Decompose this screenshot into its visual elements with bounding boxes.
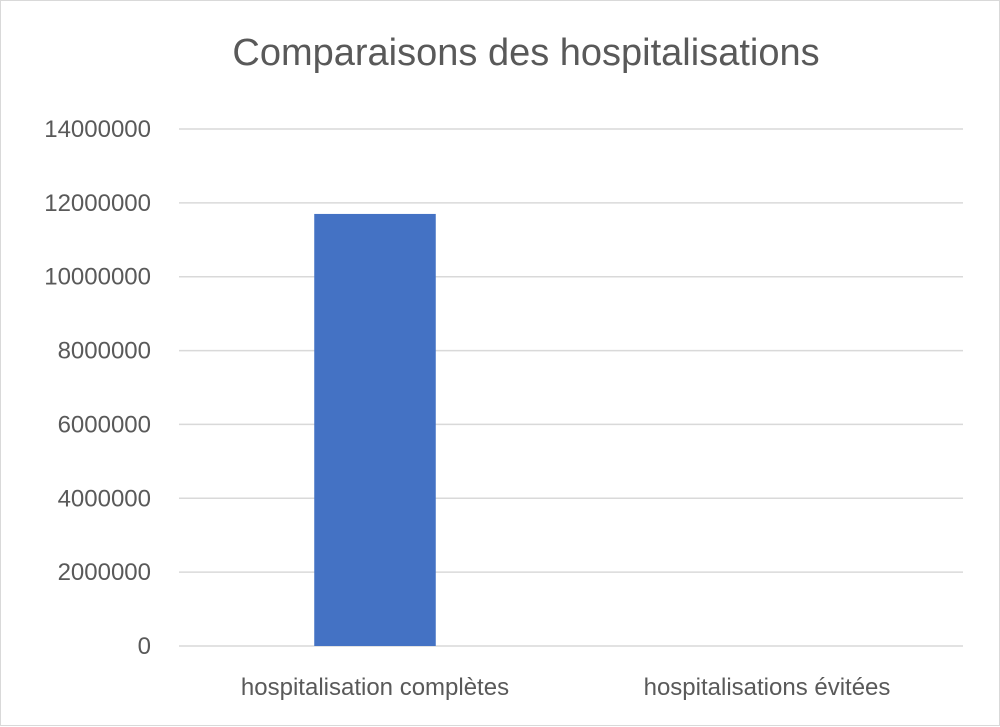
x-axis-categories: hospitalisation complètes hospitalisation…	[241, 674, 890, 701]
y-tick-label: 2000000	[58, 559, 151, 586]
y-tick-label: 4000000	[58, 485, 151, 512]
gridlines	[179, 128, 963, 647]
y-axis-ticks: 0 2000000 4000000 6000000 8000000 10000000 120…	[44, 116, 151, 660]
bar	[314, 213, 436, 646]
y-tick-label: 14000000	[44, 116, 151, 143]
y-tick-label: 8000000	[58, 338, 151, 365]
chart-title: Comparaisons des hospitalisations	[232, 32, 819, 74]
y-tick-label: 12000000	[44, 190, 151, 217]
y-tick-label: 0	[138, 633, 151, 660]
x-category-label: hospitalisations évitées	[644, 674, 891, 701]
y-tick-label: 6000000	[58, 411, 151, 438]
y-tick-label: 10000000	[44, 264, 151, 291]
bars	[314, 213, 436, 646]
x-category-label: hospitalisation complètes	[241, 674, 509, 701]
